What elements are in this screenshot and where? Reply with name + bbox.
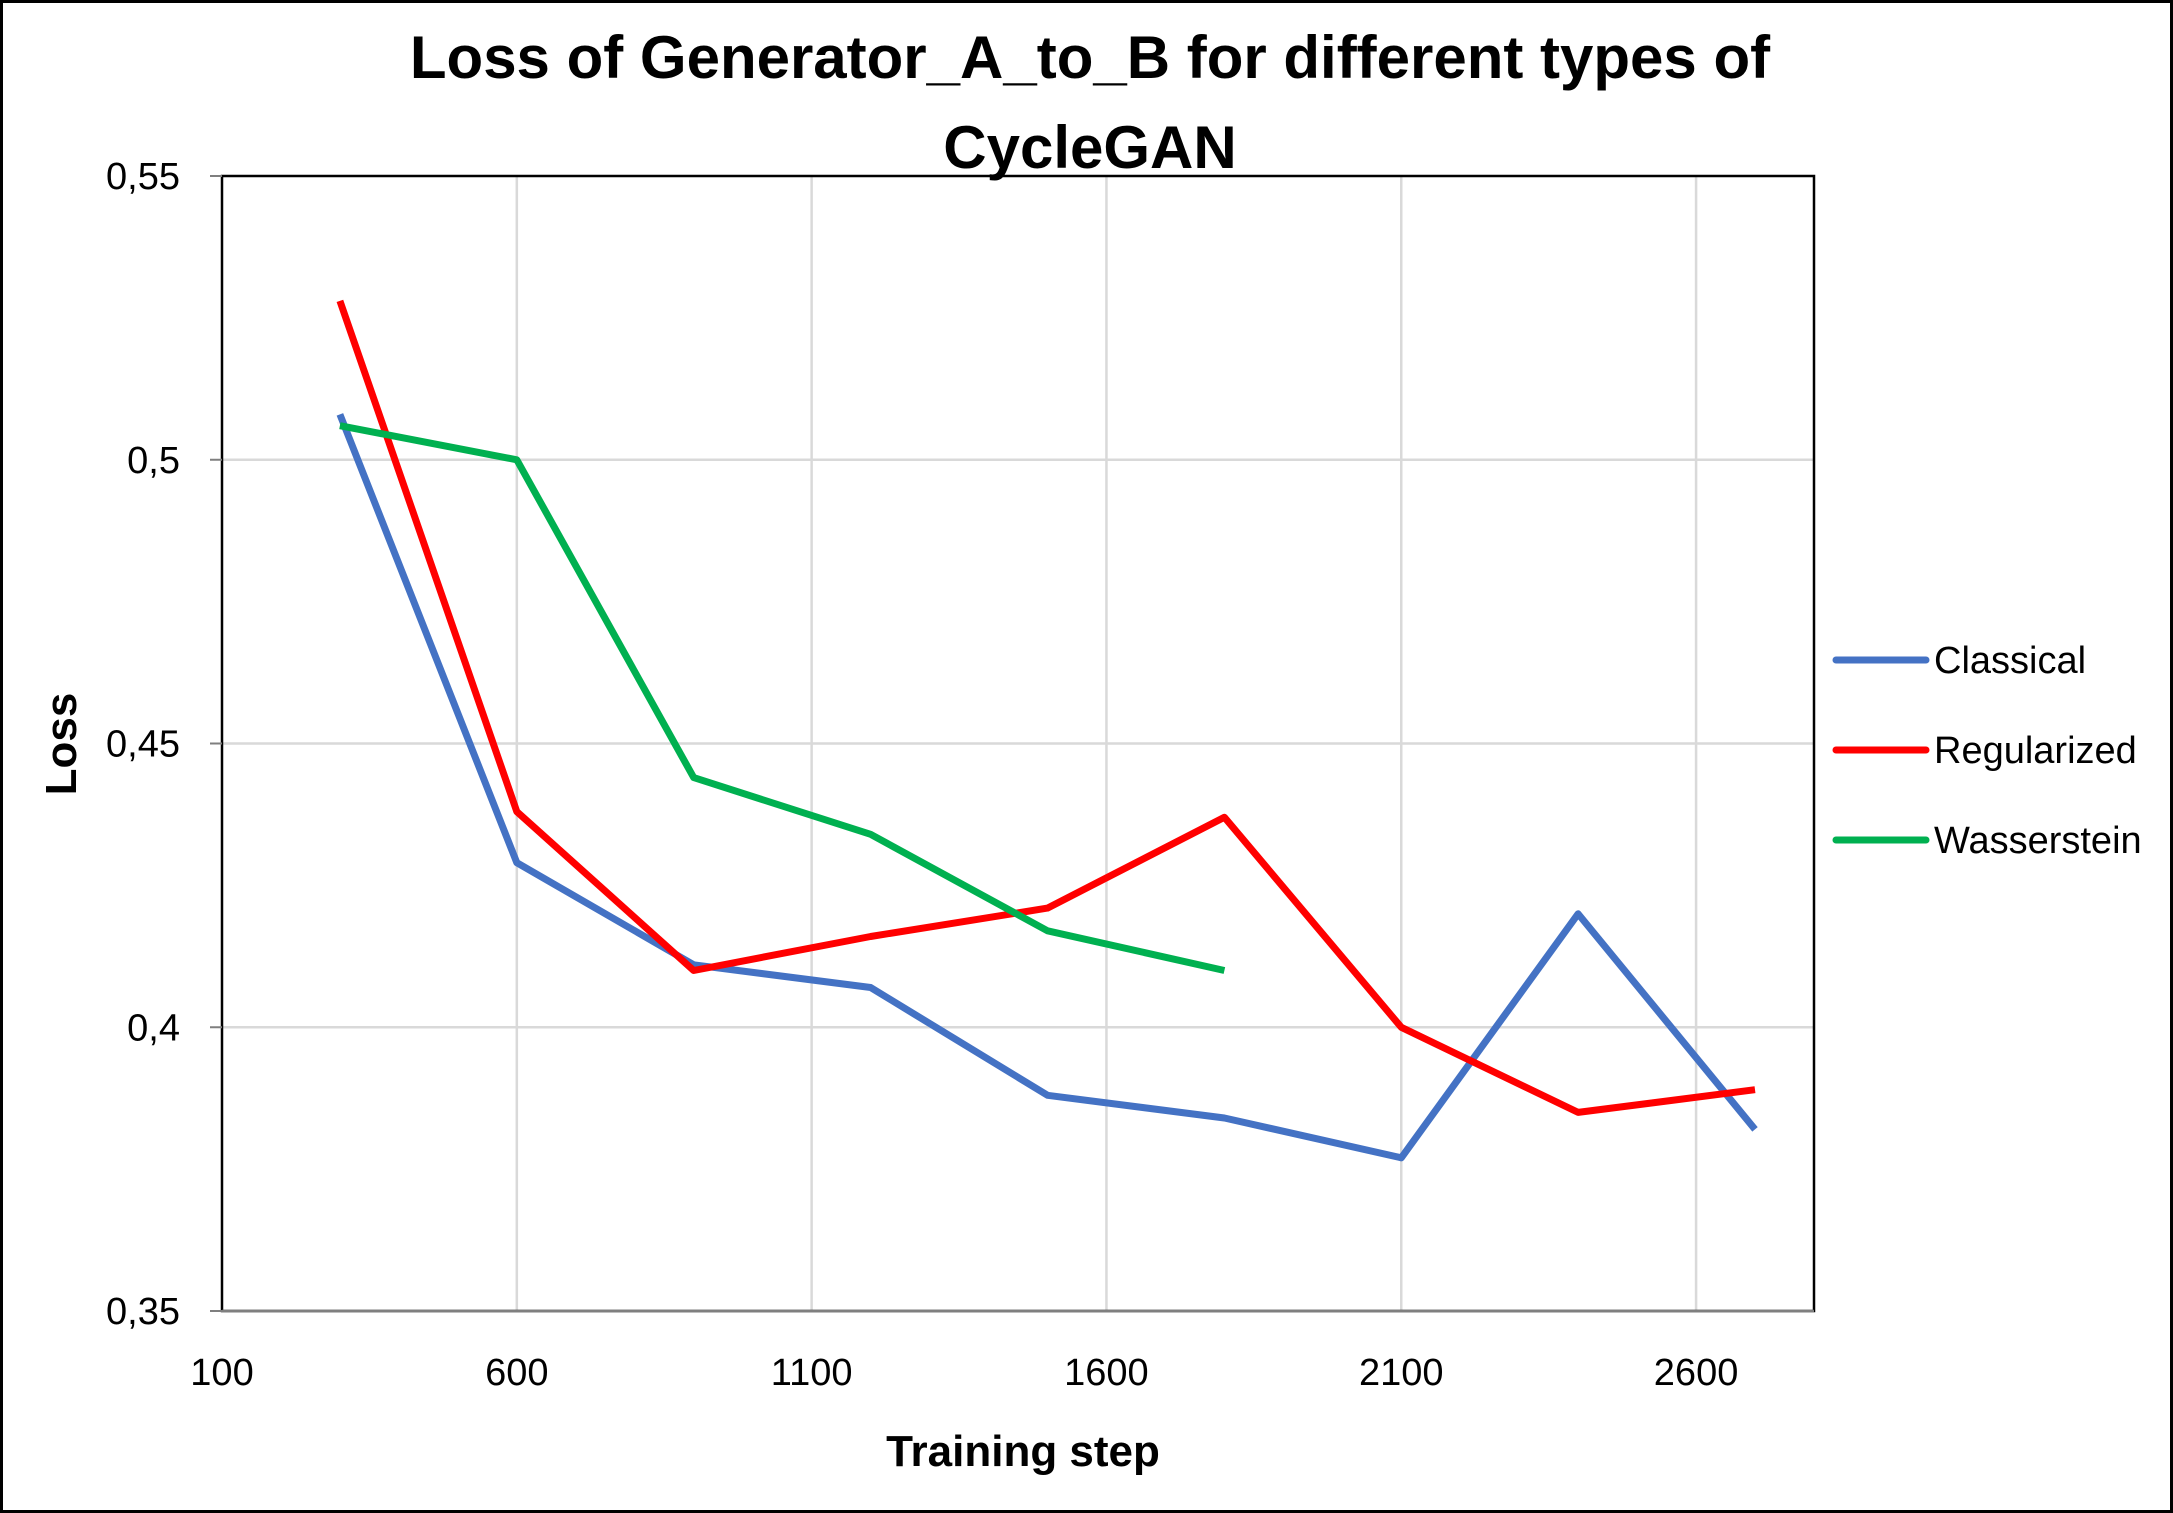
series-lines [336, 299, 1758, 1162]
series-line-regularized [336, 299, 1756, 1116]
x-tick-label: 1100 [771, 1352, 853, 1394]
legend-label-regularized: Regularized [1934, 730, 2137, 772]
y-tick-label: 0,55 [106, 156, 180, 198]
y-tick-label: 0,5 [127, 440, 180, 482]
series-line-classical [336, 413, 1758, 1162]
legend-item-wasserstein: Wasserstein [1832, 820, 2142, 862]
y-tick-label: 0,35 [106, 1291, 180, 1333]
x-tick-label: 600 [485, 1352, 548, 1394]
y-axis-title: Loss [37, 693, 86, 796]
y-tick-label: 0,4 [127, 1007, 180, 1049]
legend: Classical Regularized Wasserstein [1832, 640, 2142, 862]
chart-title-line-2: CycleGAN [943, 114, 1236, 181]
legend-label-classical: Classical [1934, 640, 2086, 682]
series-line-wasserstein [339, 422, 1226, 974]
chart-title-line-1: Loss of Generator_A_to_B for different t… [410, 24, 1771, 91]
x-tick-label: 1600 [1064, 1352, 1149, 1394]
legend-item-regularized: Regularized [1832, 730, 2137, 772]
tick-labels: 100 600 1100 1600 2100 2600 0,35 0,4 0,45 0,5 0,55 [106, 156, 1738, 1394]
y-tick-label: 0,45 [106, 724, 180, 766]
legend-label-wasserstein: Wasserstein [1934, 820, 2142, 862]
x-axis-title: Training step [886, 1427, 1160, 1476]
gridlines [222, 176, 1814, 1311]
legend-item-classical: Classical [1832, 640, 2086, 682]
x-tick-label: 2100 [1359, 1352, 1444, 1394]
x-tick-label: 100 [190, 1352, 253, 1394]
x-tick-label: 2600 [1654, 1352, 1739, 1394]
